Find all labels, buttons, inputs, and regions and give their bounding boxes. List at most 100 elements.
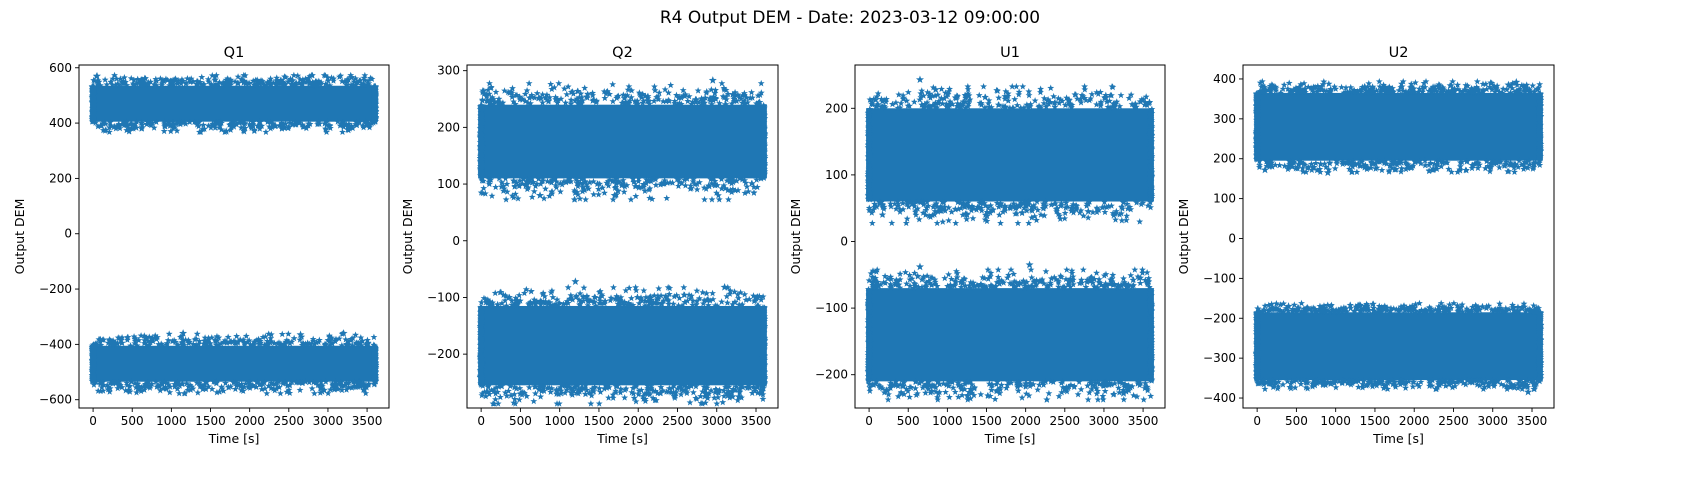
- band-edge-2: [1252, 299, 1545, 392]
- x-tick-label: 3500: [1128, 414, 1159, 428]
- x-tick-label: 3000: [1089, 414, 1120, 428]
- x-tick-label: 2500: [1438, 414, 1469, 428]
- axes-frame: [854, 64, 1166, 409]
- band-edge-2: [864, 266, 1156, 403]
- y-tick-label: 300: [437, 64, 460, 78]
- x-tick-label: 500: [121, 414, 144, 428]
- y-tick-label: 100: [825, 168, 848, 182]
- x-tick-label: 0: [1253, 414, 1261, 428]
- y-tick-label: −400: [1203, 391, 1236, 405]
- y-tick-label: −300: [1203, 351, 1236, 365]
- outlier-point-3: [962, 210, 971, 219]
- outlier-point-3: [610, 191, 619, 199]
- x-tick-label: 500: [1285, 414, 1308, 428]
- y-tick-label: 200: [437, 120, 460, 134]
- y-tick-label: 300: [1213, 112, 1236, 126]
- x-tick-label: 2500: [1050, 414, 1081, 428]
- x-axis-label: Time [s]: [984, 431, 1036, 446]
- outlier-point-5: [339, 329, 348, 337]
- band-core-2: [866, 288, 1154, 382]
- x-axis-label: Time [s]: [596, 431, 648, 446]
- x-tick-label: 3000: [701, 414, 732, 428]
- y-tick-label: 200: [825, 101, 848, 115]
- outlier-point-1: [93, 71, 101, 80]
- outlier-point-4: [1084, 207, 1093, 215]
- x-tick-label: 500: [509, 414, 532, 428]
- outlier-point-2: [571, 188, 580, 196]
- band-core-2: [90, 345, 378, 382]
- x-tick-label: 3000: [1477, 414, 1508, 428]
- band-core-2: [478, 305, 767, 386]
- outlier-point-1: [1261, 165, 1269, 174]
- scatter-series: [864, 75, 1156, 403]
- band-core-2: [1254, 312, 1543, 381]
- x-tick-label: 1000: [932, 414, 963, 428]
- band-edge-2: [88, 330, 380, 397]
- y-tick-label: 200: [49, 171, 72, 185]
- y-tick-label: −200: [427, 347, 460, 361]
- x-tick-label: 0: [89, 414, 97, 428]
- outlier-point-8: [966, 385, 975, 393]
- y-tick-label: 0: [840, 234, 848, 248]
- outlier-point-2: [179, 329, 188, 337]
- x-tick-label: 2000: [623, 414, 654, 428]
- x-axis-label: Time [s]: [1372, 431, 1424, 446]
- x-tick-label: 2000: [1399, 414, 1430, 428]
- outlier-point-7: [927, 387, 936, 395]
- outlier-point-3: [222, 127, 231, 135]
- y-axis-label: Output DEM: [400, 199, 415, 275]
- outlier-point-8: [728, 392, 737, 401]
- y-tick-label: 0: [452, 234, 460, 248]
- x-tick-label: 500: [897, 414, 920, 428]
- subplot-q2: 0 500 1000 1500 2000 2500 3000 3500 −200 −100 0 100…: [400, 45, 779, 446]
- outlier-point-1: [915, 75, 924, 84]
- x-axis-label: Time [s]: [208, 431, 260, 446]
- outlier-point-1: [536, 191, 545, 199]
- outlier-point-4: [708, 76, 717, 84]
- y-tick-label: 0: [1228, 231, 1236, 245]
- band-edge-1: [88, 71, 380, 135]
- x-tick-label: 1000: [156, 414, 187, 428]
- outlier-point-7: [720, 283, 729, 291]
- x-tick-label: 2500: [662, 414, 693, 428]
- outlier-point-6: [669, 388, 678, 397]
- outlier-point-9: [1119, 389, 1128, 397]
- band-edge-1: [1252, 77, 1545, 175]
- band-core-1: [1254, 92, 1543, 161]
- y-tick-label: −100: [427, 290, 460, 304]
- axes-frame: [1242, 64, 1555, 409]
- y-axis-label: Output DEM: [12, 199, 27, 275]
- y-tick-label: −400: [39, 337, 72, 351]
- band-core-1: [866, 108, 1154, 202]
- band-edge-1: [476, 79, 769, 203]
- x-tick-label: 1000: [1320, 414, 1351, 428]
- x-tick-label: 2500: [274, 414, 305, 428]
- outlier-point-3: [1512, 77, 1521, 86]
- y-tick-label: 0: [64, 227, 72, 241]
- outlier-point-6: [1025, 260, 1034, 269]
- outlier-point-2: [1323, 168, 1332, 177]
- x-tick-label: 3500: [1517, 414, 1548, 428]
- x-tick-label: 3500: [741, 414, 772, 428]
- y-tick-label: 400: [1213, 72, 1236, 86]
- y-axis-label: Output DEM: [788, 199, 803, 275]
- axes-frame: [78, 64, 390, 409]
- x-tick-label: 1500: [1360, 414, 1391, 428]
- outlier-point-5: [915, 262, 924, 271]
- outlier-point-5: [1284, 302, 1293, 310]
- y-axis-label: Output DEM: [1176, 199, 1191, 275]
- subplot-q1: 0 500 1000 1500 2000 2500 3000 3500−600−400−200…: [12, 45, 390, 446]
- outlier-point-6: [1355, 301, 1364, 309]
- y-tick-label: −200: [1203, 311, 1236, 325]
- scatter-series: [88, 71, 380, 397]
- outlier-point-5: [571, 277, 580, 285]
- outlier-point-6: [347, 73, 356, 81]
- y-tick-label: 400: [49, 116, 72, 130]
- axes-frame: [466, 64, 779, 409]
- subplot-u1: 0 500 1000 1500 2000 2500 3000 3500 −200 −100 0 100…: [788, 45, 1166, 446]
- subplot-u2: 0 500 1000 1500 2000 2500 3000 3500−400−300−200…: [1176, 45, 1555, 446]
- outlier-point-2: [931, 85, 940, 94]
- subplot-panels: 0 500 1000 1500 2000 2500 3000 3500−600−400−200…: [12, 45, 1555, 446]
- band-edge-1: [864, 83, 1156, 227]
- x-tick-label: 1500: [195, 414, 226, 428]
